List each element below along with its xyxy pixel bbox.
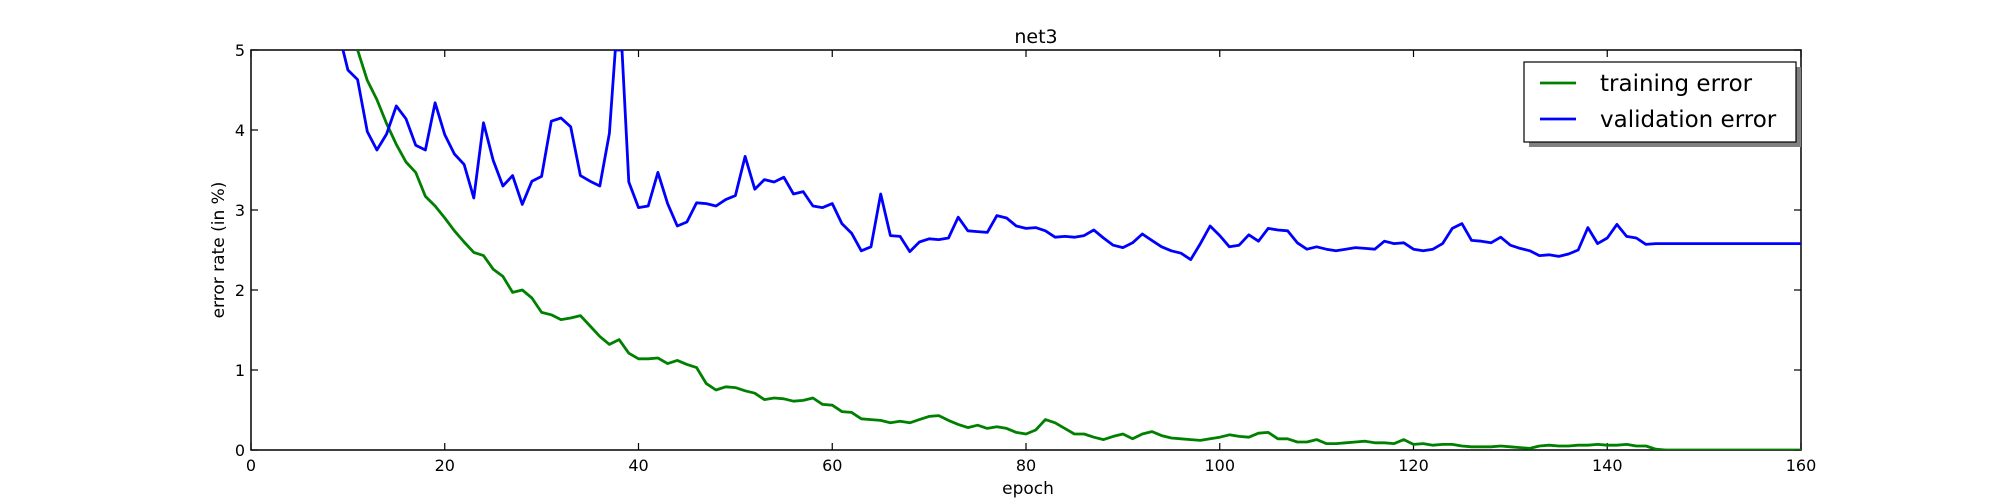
- x-tick-label: 120: [1398, 456, 1429, 475]
- y-tick-label: 1: [235, 361, 245, 380]
- x-tick-label: 20: [435, 456, 455, 475]
- y-tick-label: 0: [235, 441, 245, 460]
- series-group: [341, 50, 1801, 450]
- x-tick-label: 140: [1592, 456, 1623, 475]
- y-axis: 0 1 2 3 4 5: [235, 41, 1801, 460]
- legend-label: validation error: [1600, 107, 1777, 133]
- legend: training error validation error: [1523, 61, 1801, 147]
- training-error-line: [356, 50, 1801, 450]
- validation-error-line: [341, 50, 1801, 262]
- x-tick-label: 160: [1786, 456, 1817, 475]
- y-tick-label: 4: [235, 121, 245, 140]
- chart-title: net3: [1014, 26, 1057, 48]
- x-axis-label: epoch: [1002, 479, 1054, 499]
- y-tick-label: 5: [235, 41, 245, 60]
- y-axis-label: error rate (in %): [209, 182, 229, 319]
- x-tick-label: 40: [628, 456, 648, 475]
- x-tick-label: 80: [1016, 456, 1036, 475]
- plot-area: 0 20 40 60 80 100 120 140 160 0 1 2 3 4 5: [235, 41, 1816, 475]
- x-tick-label: 60: [822, 456, 842, 475]
- y-tick-label: 2: [235, 281, 245, 300]
- legend-label: training error: [1600, 71, 1753, 97]
- x-tick-label: 0: [246, 456, 256, 475]
- x-tick-label: 100: [1204, 456, 1235, 475]
- y-tick-label: 3: [235, 201, 245, 220]
- legend-box: [1523, 61, 1797, 143]
